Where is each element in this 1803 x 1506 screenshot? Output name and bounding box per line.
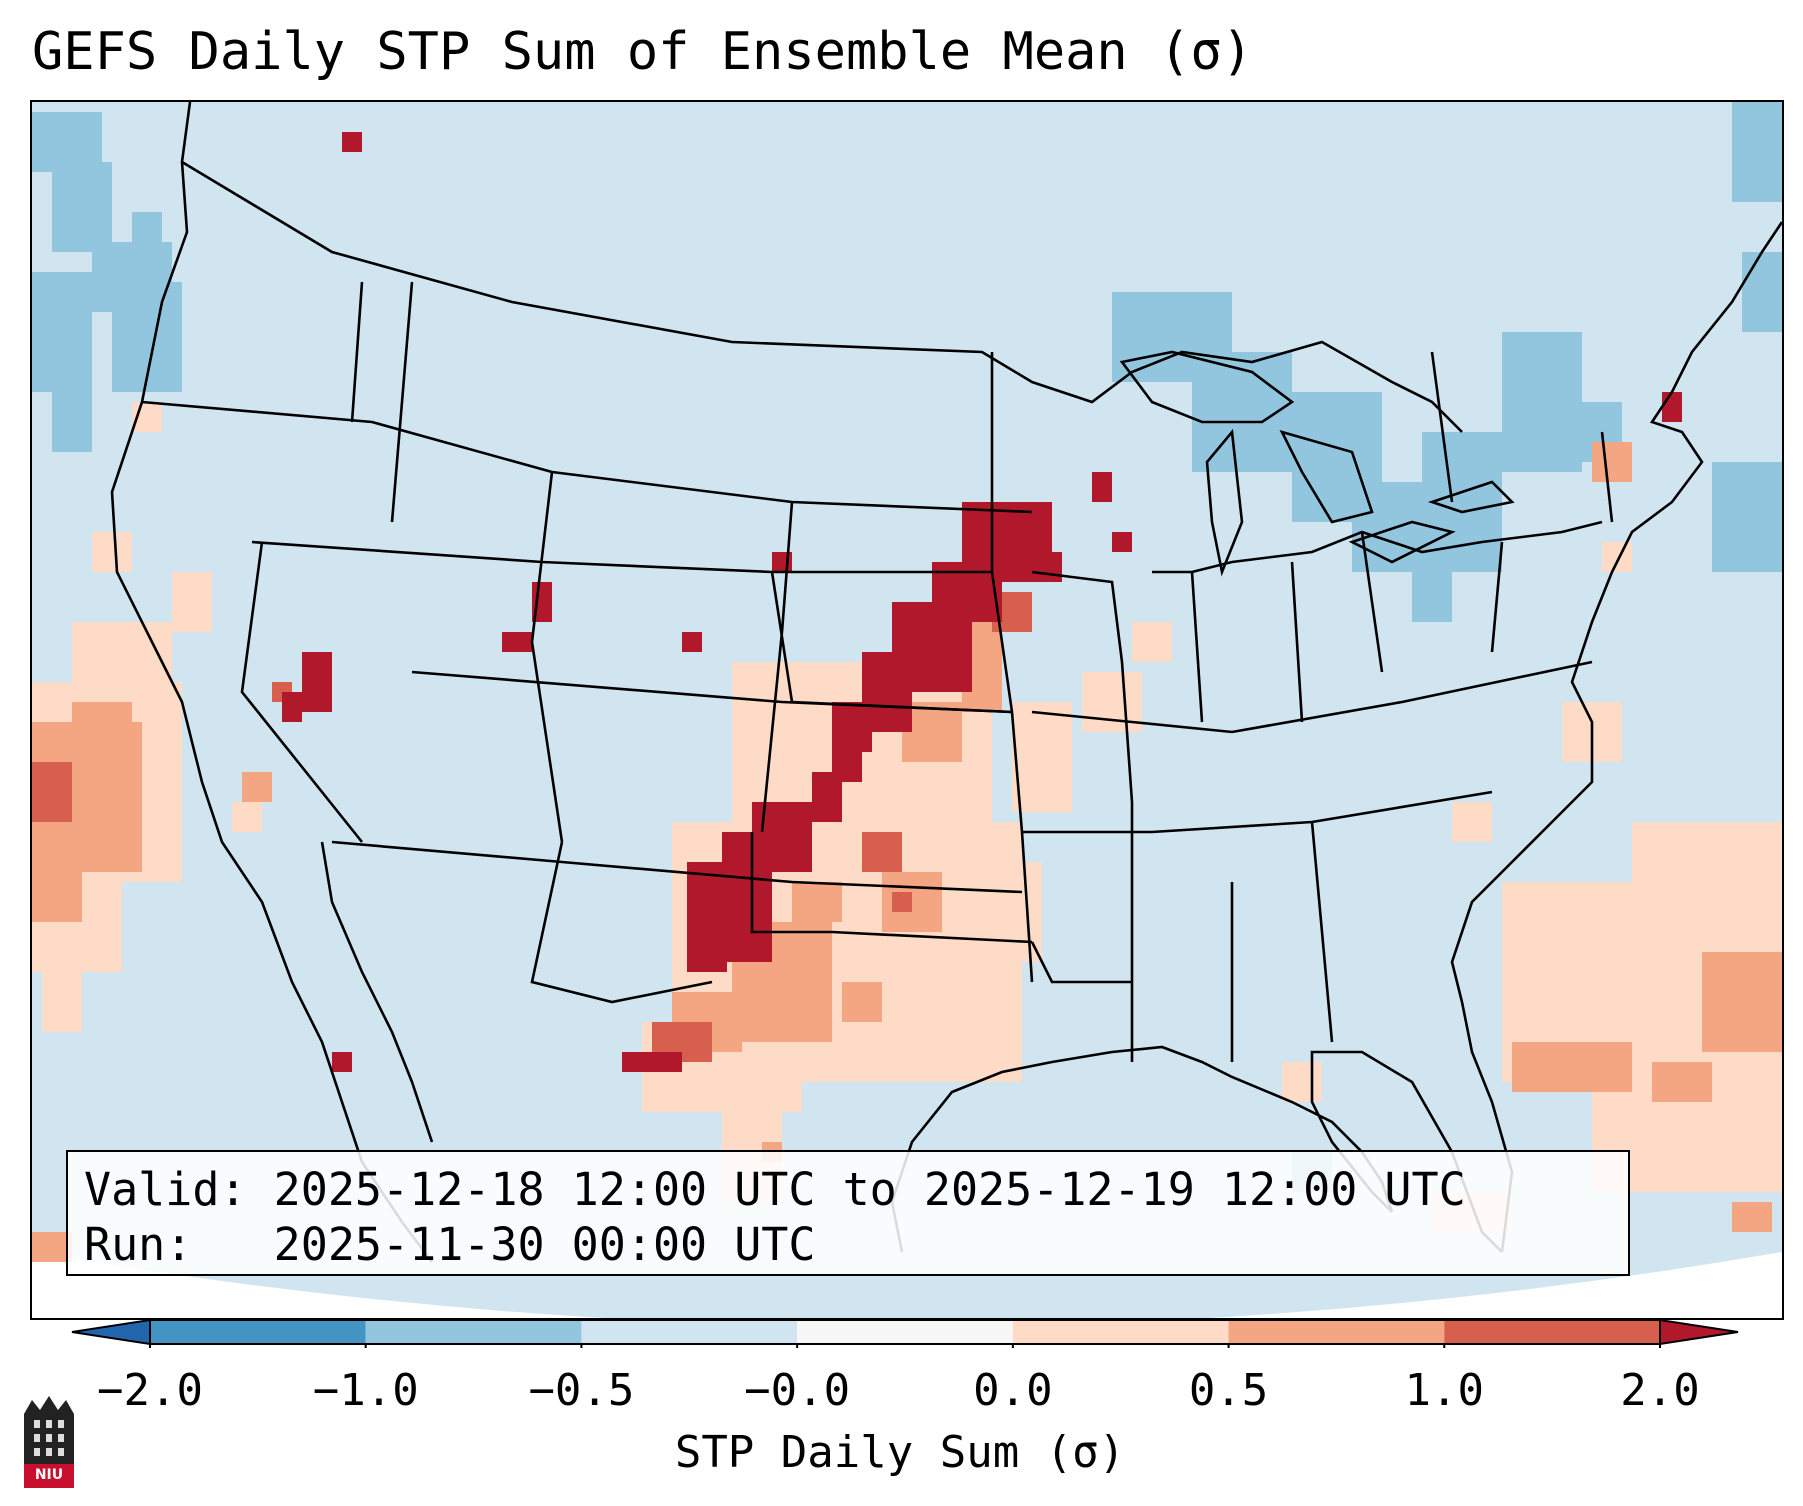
great-lakes-outlines xyxy=(1119,350,1515,577)
colorbar-outline xyxy=(149,1319,1661,1345)
colorbar-under-extension xyxy=(71,1318,151,1346)
atlantic-positive xyxy=(1512,442,1782,1232)
colorbar-segment xyxy=(365,1320,582,1344)
colorbar-segment xyxy=(150,1320,366,1344)
map-panel xyxy=(30,100,1784,1320)
colorbar-segment xyxy=(1444,1320,1660,1344)
projection-edge xyxy=(32,1252,1782,1318)
colorbar-tick-label: 1.0 xyxy=(1404,1365,1485,1416)
colorbar-segments xyxy=(71,1318,1739,1348)
valid-run-info-box: Valid: 2025-12-18 12:00 UTC to 2025-12-1… xyxy=(66,1150,1630,1276)
colorbar-segment xyxy=(1228,1320,1445,1344)
colorbar-over-extension xyxy=(1659,1318,1739,1346)
chart-title: GEFS Daily STP Sum of Ensemble Mean (σ) xyxy=(32,22,1253,82)
niu-logo-icon xyxy=(24,1396,74,1488)
colorbar-segment xyxy=(1012,1320,1229,1344)
colorbar-tick-label: −2.0 xyxy=(97,1365,203,1416)
run-time-text: Run: 2025-11-30 00:00 UTC xyxy=(84,1218,816,1271)
valid-time-text: Valid: 2025-12-18 12:00 UTC to 2025-12-1… xyxy=(84,1163,1466,1216)
colorbar xyxy=(71,1318,1739,1348)
plains-strong-positive-corridor xyxy=(282,132,1682,1072)
political-boundaries xyxy=(110,102,1782,1263)
colorbar-label: STP Daily Sum (σ) xyxy=(674,1427,1126,1478)
logo-text: NIU xyxy=(34,1467,64,1483)
colorbar-segment xyxy=(797,1320,1013,1344)
map-canvas xyxy=(32,102,1782,1318)
colorbar-tick-label: −0.5 xyxy=(528,1365,635,1416)
colorbar-tick-label: 2.0 xyxy=(1620,1365,1700,1416)
colorbar-tick-label: −1.0 xyxy=(312,1365,419,1416)
colorbar-tick-label: 0.5 xyxy=(1188,1365,1269,1416)
colorbar-tick-label: 0.0 xyxy=(973,1365,1053,1416)
colorbar-segment xyxy=(581,1320,798,1344)
colorbar-tick-label: −0.0 xyxy=(744,1365,851,1416)
